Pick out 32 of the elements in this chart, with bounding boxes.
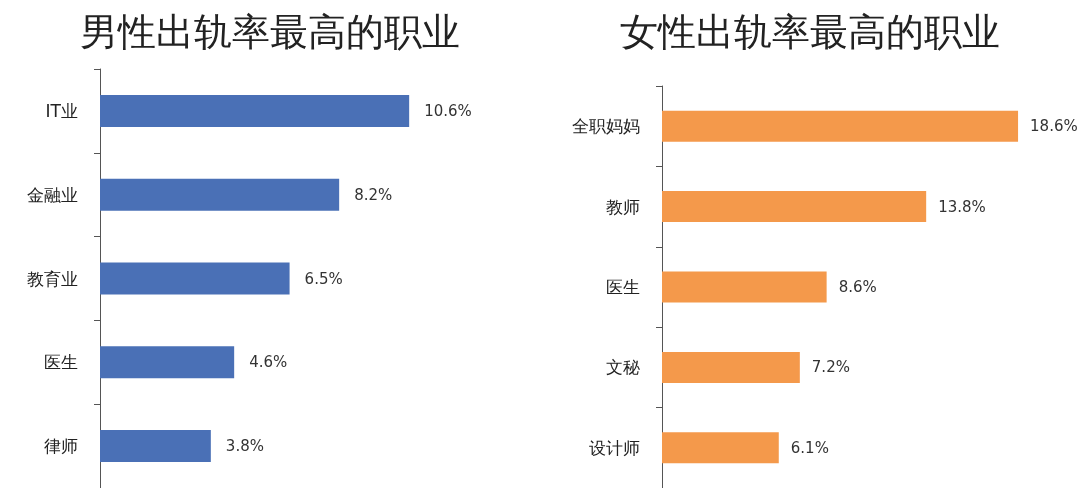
bar <box>100 262 290 295</box>
bar <box>662 191 927 223</box>
bar <box>662 271 827 303</box>
y-tick-label: 医生 <box>606 277 640 297</box>
data-label: 3.8% <box>225 437 264 456</box>
y-tick-label: 全职妈妈 <box>572 116 640 137</box>
data-label: 18.6% <box>1030 117 1078 136</box>
data-label: 13.8% <box>938 197 986 216</box>
bar <box>100 94 410 127</box>
data-label: 4.6% <box>249 353 288 372</box>
bar <box>100 430 211 463</box>
y-tick-label: 教育业 <box>27 268 78 289</box>
y-tick-label: 律师 <box>44 436 78 457</box>
y-tick-label: 医生 <box>44 352 78 373</box>
y-tick-label: 教师 <box>606 196 640 217</box>
data-label: 10.6% <box>424 101 472 120</box>
y-tick-label: 金融业 <box>27 184 78 205</box>
data-label: 8.2% <box>354 185 393 204</box>
bar <box>662 432 779 464</box>
bar <box>662 351 800 383</box>
data-label: 6.1% <box>790 438 829 457</box>
bar <box>100 178 340 211</box>
chart-title: 男性出轨率最高的职业 <box>80 10 460 54</box>
data-label: 8.6% <box>838 278 877 296</box>
chart-title: 女性出轨率最高的职业 <box>620 10 1000 54</box>
bar <box>662 110 1019 142</box>
y-tick-label: 文秘 <box>606 357 640 378</box>
y-tick-label: IT业 <box>45 100 78 121</box>
bar <box>100 346 235 379</box>
data-label: 6.5% <box>304 269 343 288</box>
y-tick-label: 设计师 <box>589 437 640 458</box>
data-label: 7.2% <box>811 358 850 377</box>
